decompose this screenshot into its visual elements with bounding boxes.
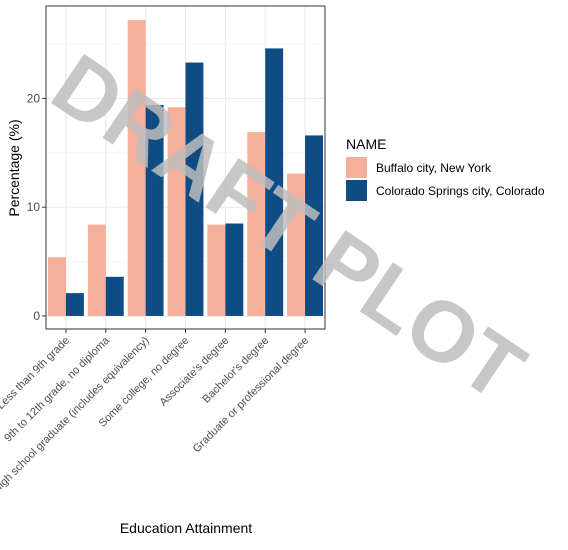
y-tick-label: 10	[27, 200, 41, 214]
y-axis: 0 10 20	[27, 91, 46, 323]
legend-label: Buffalo city, New York	[376, 161, 492, 175]
bar	[207, 224, 226, 316]
bar	[65, 293, 84, 316]
bar	[305, 135, 324, 316]
y-axis-title: Percentage (%)	[6, 119, 22, 216]
bar	[287, 173, 306, 316]
bar	[247, 132, 266, 316]
bars	[47, 20, 324, 316]
legend: NAME Buffalo city, New York Colorado Spri…	[346, 136, 545, 201]
y-tick-label: 20	[27, 91, 41, 105]
plot-area	[45, 5, 326, 330]
legend-title: NAME	[346, 136, 386, 152]
bar	[47, 257, 66, 316]
x-axis-title: Education Attainment	[120, 520, 252, 536]
bar	[145, 104, 164, 316]
legend-label: Colorado Springs city, Colorado	[376, 184, 545, 198]
legend-key	[346, 157, 367, 178]
bar	[105, 276, 124, 316]
bar	[127, 20, 146, 316]
legend-key	[346, 180, 367, 201]
bar	[185, 62, 204, 316]
y-tick-label: 0	[33, 309, 40, 323]
bar	[265, 48, 284, 316]
bar	[167, 107, 186, 316]
bar	[225, 223, 244, 316]
bar	[87, 224, 106, 316]
